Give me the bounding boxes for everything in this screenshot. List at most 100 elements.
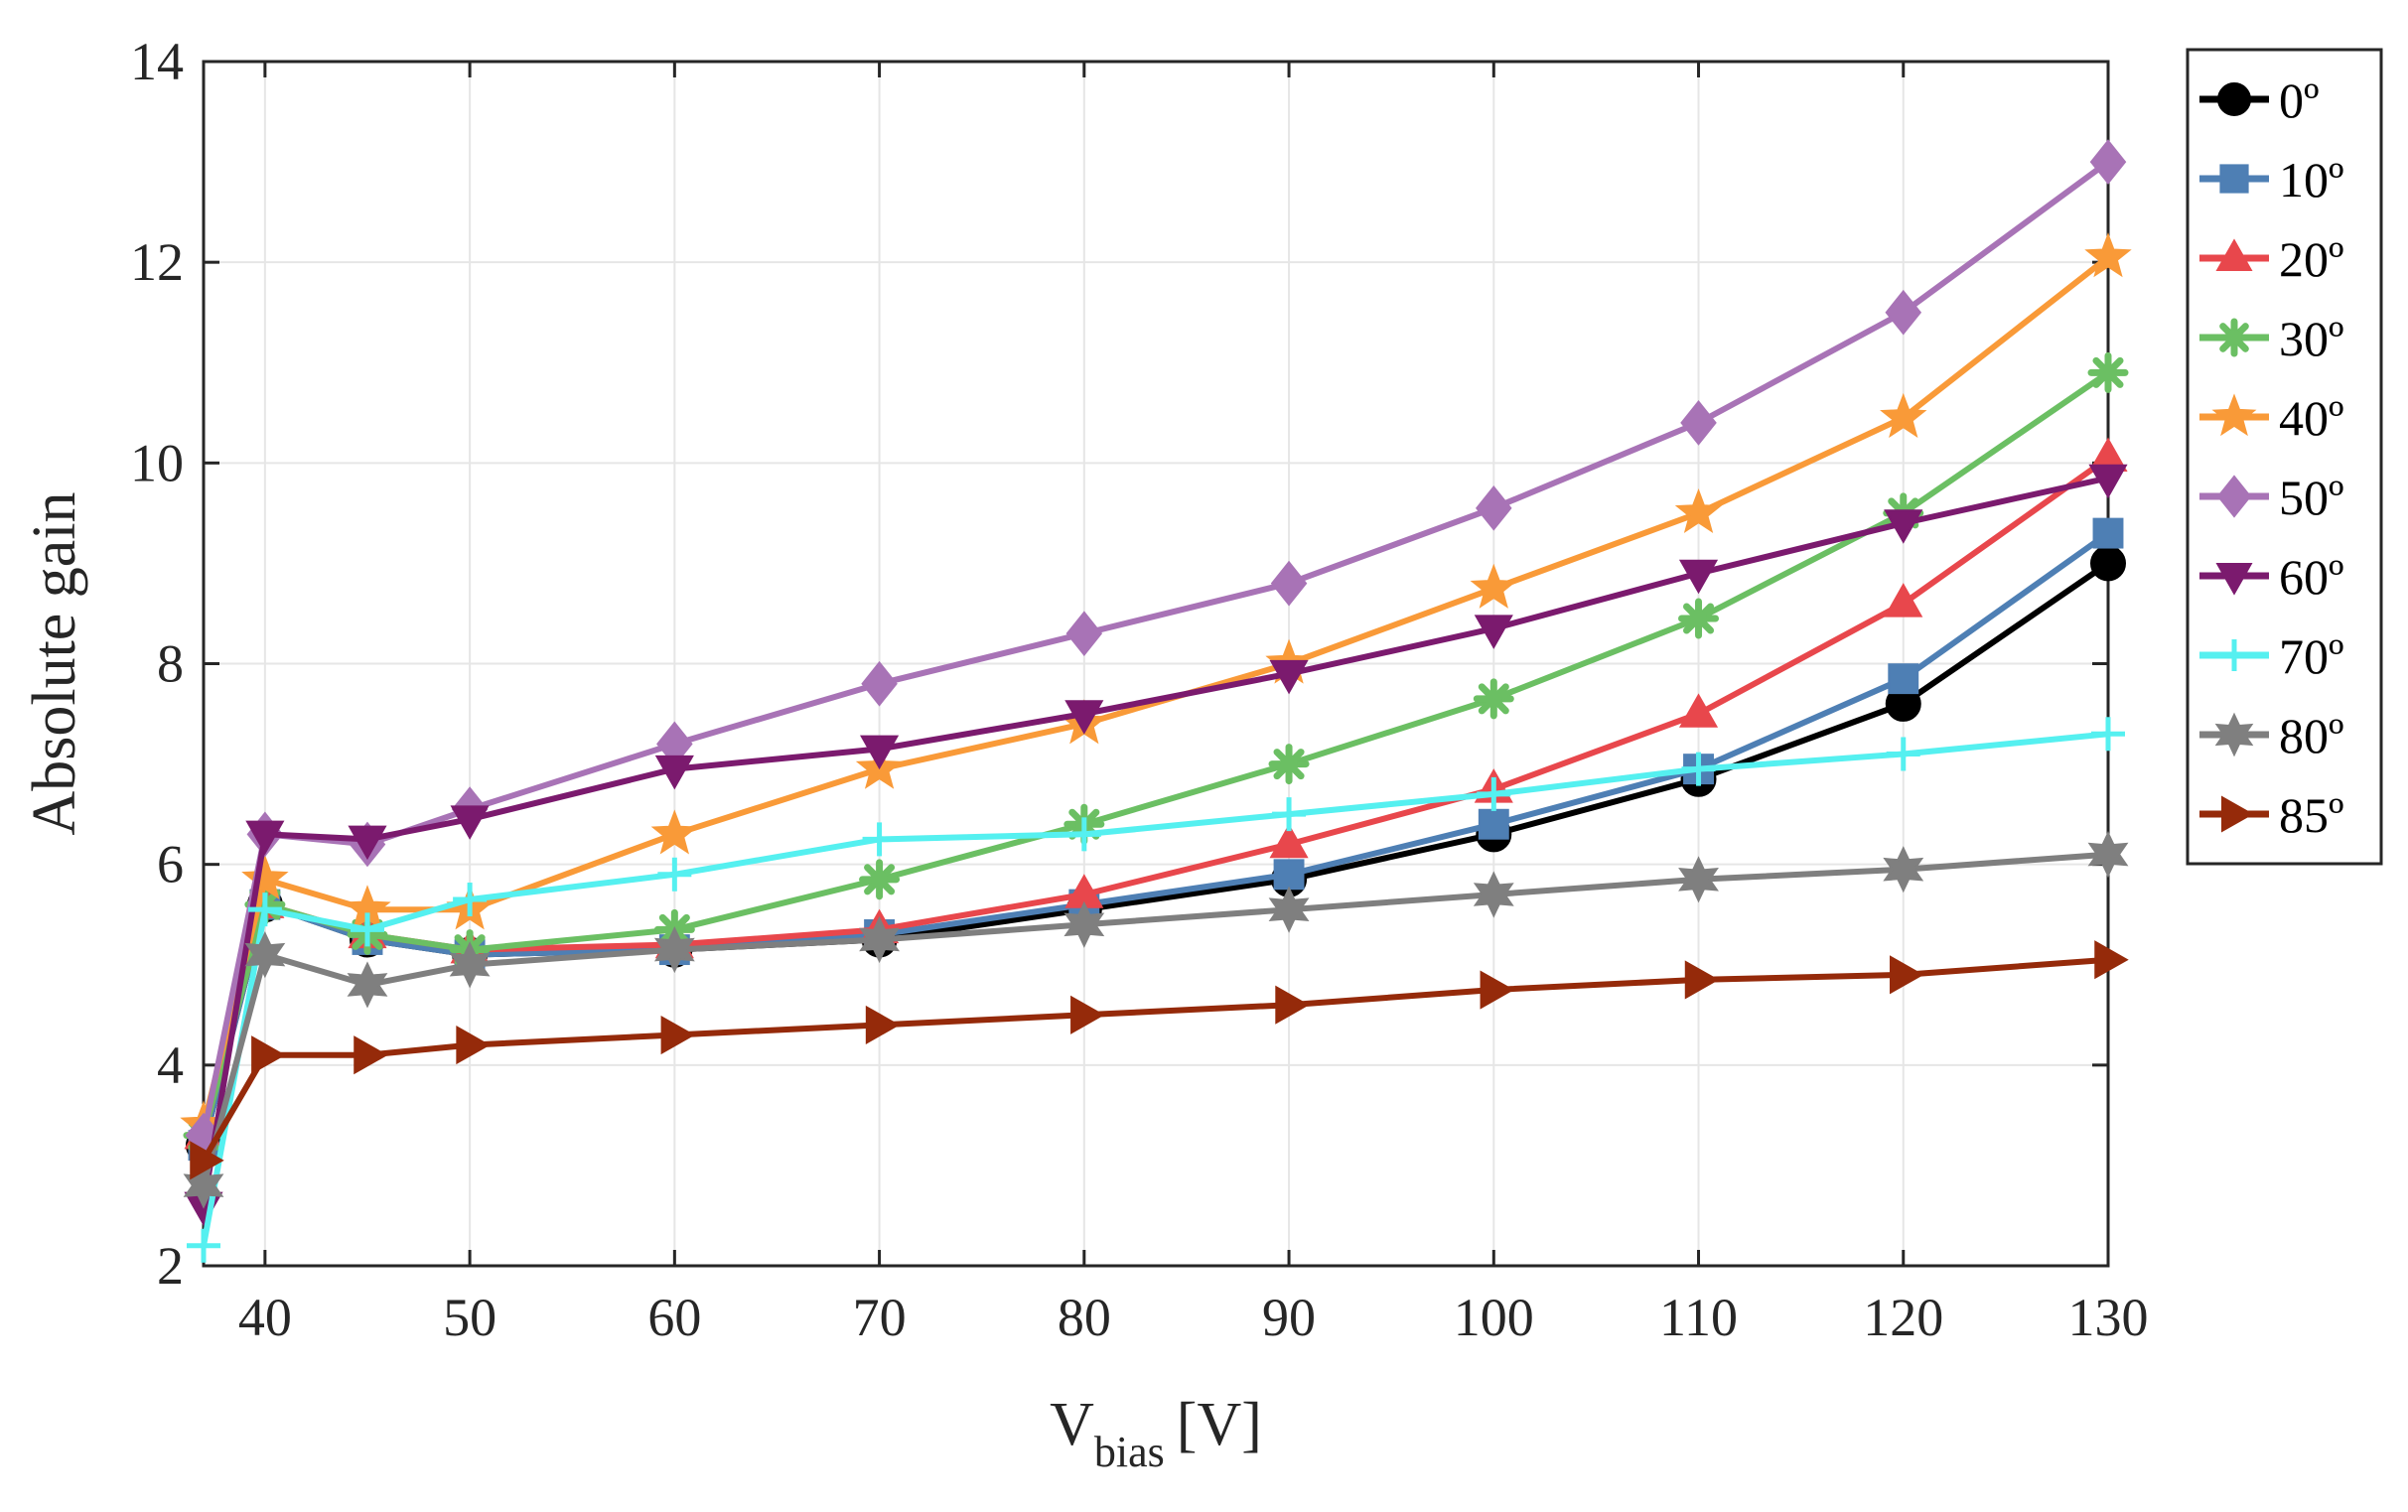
data-point	[1473, 678, 1514, 720]
data-point	[860, 735, 900, 770]
series-6	[184, 464, 2128, 1227]
data-point	[2084, 232, 2132, 278]
legend-label: 40º	[2279, 390, 2344, 446]
data-point	[453, 883, 488, 917]
data-point	[1478, 808, 1509, 840]
x-tick-label: 90	[1262, 1288, 1316, 1347]
data-point	[1268, 744, 1310, 785]
x-tick-label: 70	[853, 1288, 907, 1347]
legend-item: 60º	[2199, 549, 2344, 605]
y-tick-label: 6	[157, 835, 184, 894]
legend-marker	[2214, 318, 2254, 357]
data-point	[183, 1162, 224, 1209]
legend-item: 20º	[2199, 231, 2344, 287]
y-tick-label: 14	[130, 32, 184, 91]
tick-labels: 40 50 60 70 80 90 100 110 120 130 2 4 6 8 10 12 14	[130, 32, 2149, 1347]
legend-item: 40º	[2199, 390, 2344, 446]
legend-label: 20º	[2279, 231, 2344, 287]
legend-label: 80º	[2279, 708, 2344, 763]
data-point	[190, 1141, 224, 1180]
x-tick-label: 130	[2068, 1288, 2149, 1347]
series-layer	[180, 139, 2132, 1263]
legend-label: 30º	[2279, 311, 2344, 366]
series-line-7	[201, 731, 2109, 1247]
data-point	[1474, 615, 1513, 649]
series-line-6	[201, 475, 2109, 1206]
legend-label: 0º	[2279, 72, 2320, 128]
x-tick-label: 60	[647, 1288, 701, 1347]
data-point	[450, 805, 490, 840]
data-point	[2087, 351, 2129, 393]
legend-item: 10º	[2199, 152, 2344, 207]
data-point	[1678, 598, 1720, 639]
data-point	[2087, 830, 2129, 879]
data-point	[2094, 940, 2129, 980]
data-point	[1674, 487, 1723, 534]
legend: 0º 10º 20º 30º 40º 50º 60º 70º 80º 85º	[2186, 48, 2383, 866]
data-point	[449, 941, 491, 989]
x-axis-label-main: V	[1050, 1391, 1094, 1458]
data-point	[654, 755, 694, 790]
legend-label: 85º	[2279, 787, 2344, 843]
data-point	[1880, 392, 1927, 439]
data-point	[1477, 776, 1511, 811]
y-axis-label: Absolute gain	[21, 491, 88, 835]
asterisk-core	[2226, 330, 2242, 345]
legend-item: 70º	[2199, 628, 2344, 684]
data-point	[1066, 817, 1101, 852]
legend-marker	[2215, 238, 2253, 271]
asterisk-core	[2099, 363, 2117, 381]
legend-marker	[2217, 82, 2251, 116]
data-point	[247, 893, 282, 927]
asterisk-core	[871, 871, 889, 889]
data-point	[1269, 823, 1309, 859]
data-point	[1064, 700, 1104, 735]
data-point	[1684, 960, 1720, 1000]
data-point	[187, 1228, 220, 1263]
series-line-8	[201, 851, 2109, 1186]
legend-label: 60º	[2279, 549, 2344, 605]
x-tick-label: 80	[1058, 1288, 1111, 1347]
series-line-5	[201, 159, 2110, 1137]
series-7	[187, 717, 2125, 1263]
data-point	[2088, 464, 2128, 499]
data-point	[650, 809, 699, 855]
legend-marker	[2215, 563, 2253, 596]
x-tick-label: 120	[1863, 1288, 1943, 1347]
x-tick-label: 100	[1454, 1288, 1534, 1347]
data-point	[1480, 970, 1515, 1010]
data-point	[660, 1015, 696, 1055]
y-tick-label: 4	[157, 1035, 184, 1095]
data-point	[1070, 995, 1105, 1034]
y-tick-label: 8	[157, 634, 184, 694]
legend-item: 85º	[2199, 787, 2344, 843]
data-point	[1275, 985, 1310, 1025]
asterisk-core	[1280, 756, 1298, 773]
legend-marker	[2221, 795, 2254, 833]
legend-item: 0º	[2199, 72, 2320, 128]
x-tick-label: 40	[238, 1288, 292, 1347]
y-tick-label: 12	[130, 232, 184, 292]
data-point	[1470, 563, 1517, 609]
data-point	[2092, 517, 2124, 549]
data-point	[1270, 560, 1308, 607]
legend-marker	[2216, 475, 2252, 518]
data-point	[1269, 659, 1309, 695]
data-point	[1883, 846, 1924, 893]
data-point	[354, 1035, 388, 1075]
data-point	[859, 859, 901, 900]
data-point	[241, 854, 289, 899]
legend-label: 10º	[2279, 152, 2344, 207]
data-point	[1680, 400, 1717, 446]
data-point	[859, 915, 901, 964]
data-point	[1890, 955, 1924, 995]
data-point	[244, 931, 286, 979]
data-point	[1678, 559, 1719, 595]
data-point	[251, 1035, 286, 1075]
data-point	[350, 912, 384, 947]
axes	[202, 60, 2110, 1268]
legend-marker	[2218, 639, 2250, 671]
legend-label: 70º	[2279, 628, 2344, 684]
data-point	[1884, 583, 1923, 618]
x-axis-label-subscript: bias	[1094, 1428, 1165, 1476]
